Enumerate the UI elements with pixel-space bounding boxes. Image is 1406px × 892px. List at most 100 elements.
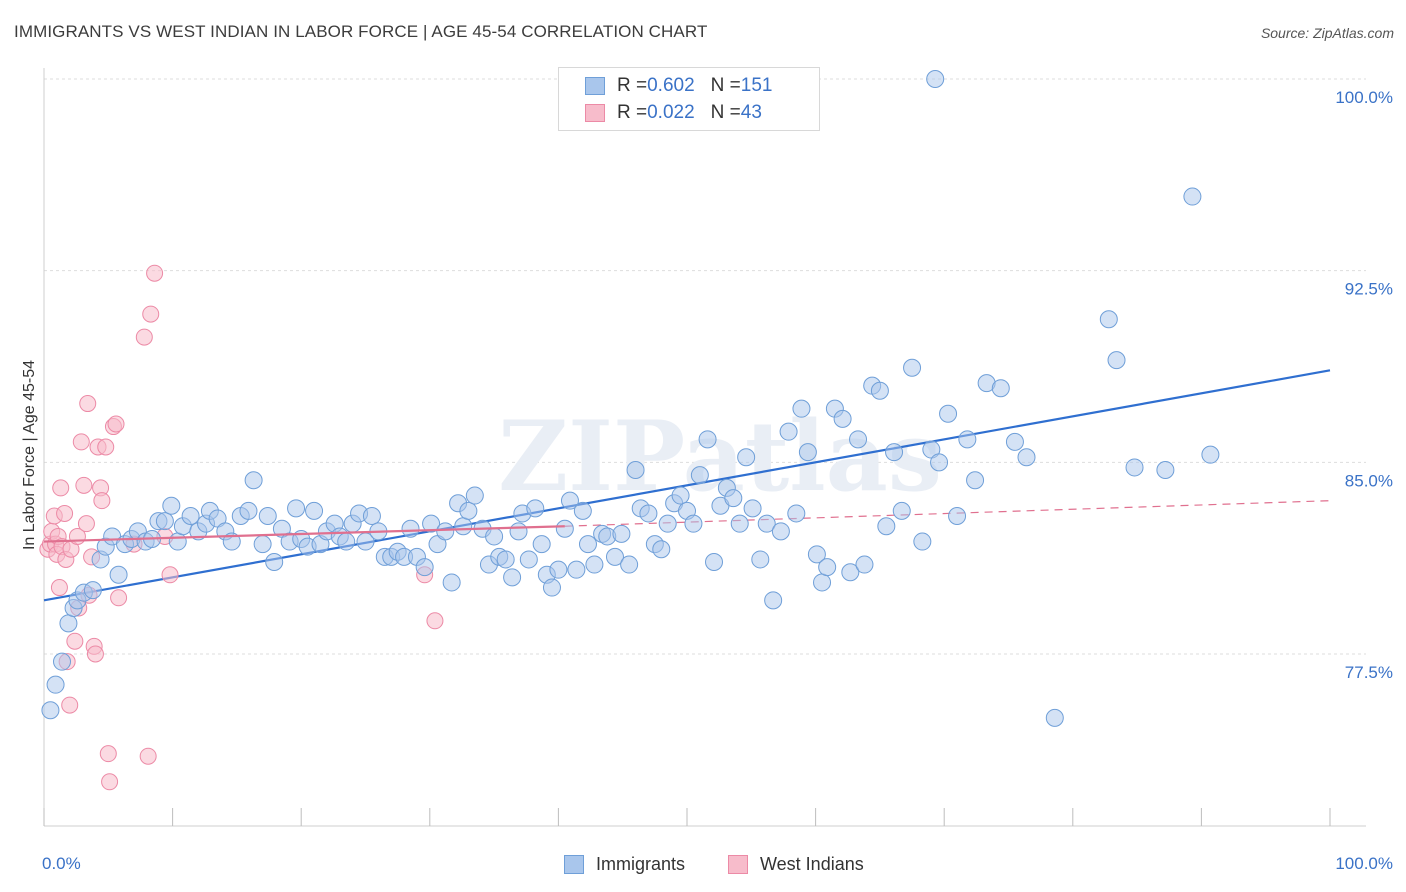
immigrants-point <box>253 535 272 554</box>
axes <box>43 68 1366 827</box>
immigrants-point <box>807 545 826 564</box>
west-indians-point <box>72 433 90 451</box>
immigrants-point <box>764 591 783 610</box>
immigrants-point <box>841 563 860 582</box>
immigrants-point <box>519 550 538 569</box>
immigrants-point <box>892 501 911 520</box>
immigrants-point <box>833 409 852 428</box>
immigrants-point <box>496 550 515 569</box>
immigrants-point <box>658 514 677 533</box>
immigrants-point <box>567 560 586 579</box>
r-value: 0.022 <box>647 102 695 123</box>
immigrants-point <box>757 514 776 533</box>
immigrants-point <box>555 519 574 538</box>
west-indians-point <box>101 773 119 791</box>
west-indians-point <box>161 566 179 584</box>
source-label: Source: ZipAtlas.com <box>1260 25 1394 41</box>
immigrants-point <box>652 540 671 559</box>
immigrants-point <box>459 501 478 520</box>
immigrants-point <box>83 581 102 600</box>
immigrants-point <box>1045 708 1064 727</box>
immigrants-point <box>779 422 798 441</box>
legend-row-west-indians: R = 0.022 N = 43 <box>585 101 762 125</box>
n-value: 43 <box>740 102 762 123</box>
west-indians-point <box>56 504 74 522</box>
immigrants-point <box>337 532 356 551</box>
immigrants-point <box>966 471 985 490</box>
grid-lines <box>44 78 1366 655</box>
immigrants-point <box>585 555 604 574</box>
west-indians-point <box>79 395 97 413</box>
x-tick-label: 100.0% <box>1335 854 1393 873</box>
west-indians-swatch <box>585 104 605 122</box>
y-tick-label: 85.0% <box>1345 471 1393 490</box>
immigrants-point <box>465 486 484 505</box>
immigrants-point <box>503 568 522 587</box>
immigrants-swatch <box>585 77 605 95</box>
immigrants-point <box>730 514 749 533</box>
r-label: R = <box>617 75 648 96</box>
immigrants-legend-swatch <box>564 854 584 874</box>
immigrants-point <box>181 507 200 525</box>
immigrants-point <box>1099 310 1118 329</box>
immigrants-point <box>771 522 790 541</box>
n-value: 151 <box>740 75 773 96</box>
immigrants-point <box>958 430 977 449</box>
r-label: R = <box>617 102 648 123</box>
immigrants-point <box>46 675 65 694</box>
immigrants-point <box>1156 461 1175 479</box>
immigrants-point <box>1005 432 1024 451</box>
immigrants-point <box>870 381 889 400</box>
immigrants-point <box>401 519 420 538</box>
n-label: N = <box>710 102 741 123</box>
immigrants-point <box>109 565 128 584</box>
west-indians-point <box>99 745 117 763</box>
immigrants-point <box>305 501 324 520</box>
west-indians-point <box>139 747 157 765</box>
immigrants-point <box>436 522 455 541</box>
y-tick-label: 100.0% <box>1335 88 1393 107</box>
immigrants-point <box>798 443 817 462</box>
west-indians-point <box>50 579 68 597</box>
west-indians-point <box>52 479 70 497</box>
immigrants-point <box>743 499 762 518</box>
immigrants-points <box>41 70 1220 727</box>
west-indians-legend-swatch <box>728 854 748 874</box>
immigrants-point <box>53 652 72 671</box>
immigrants-point <box>1107 351 1126 370</box>
immigrants-point <box>59 614 78 633</box>
n-label: N = <box>710 75 741 96</box>
legend-row-immigrants: R = 0.602 N = 151 <box>585 74 772 98</box>
immigrants-point <box>930 453 949 472</box>
immigrants-point <box>1201 445 1220 464</box>
west-indians-point <box>75 476 93 494</box>
immigrants-point <box>903 358 922 377</box>
chart-title: IMMIGRANTS VS WEST INDIAN IN LABOR FORCE… <box>14 22 708 41</box>
west-indians-point <box>135 328 153 346</box>
r-value: 0.602 <box>647 75 695 96</box>
west-indians-point <box>61 696 79 714</box>
immigrants-point <box>162 496 181 515</box>
legend-item-immigrants[interactable]: Immigrants <box>564 852 685 876</box>
immigrants-point <box>258 507 277 525</box>
immigrants-point <box>913 532 932 551</box>
legend-item-west-indians[interactable]: West Indians <box>728 852 864 876</box>
immigrants-point <box>560 491 579 510</box>
immigrants-point <box>442 573 461 592</box>
immigrants-point <box>690 466 709 485</box>
immigrants-point <box>639 504 658 523</box>
immigrants-point <box>787 504 806 523</box>
immigrants-point <box>509 522 528 541</box>
immigrants-point <box>542 578 561 597</box>
immigrants-point <box>818 558 837 577</box>
west-indians-point <box>107 415 125 433</box>
immigrants-point <box>1125 458 1144 477</box>
immigrants-point <box>737 448 756 467</box>
immigrants-point <box>244 471 263 490</box>
immigrants-point <box>877 517 896 536</box>
immigrants-point <box>605 547 624 566</box>
immigrants-point <box>415 558 434 577</box>
immigrants-point <box>485 527 504 546</box>
y-tick-label: 77.5% <box>1345 663 1393 682</box>
west-indians-point <box>146 264 164 282</box>
